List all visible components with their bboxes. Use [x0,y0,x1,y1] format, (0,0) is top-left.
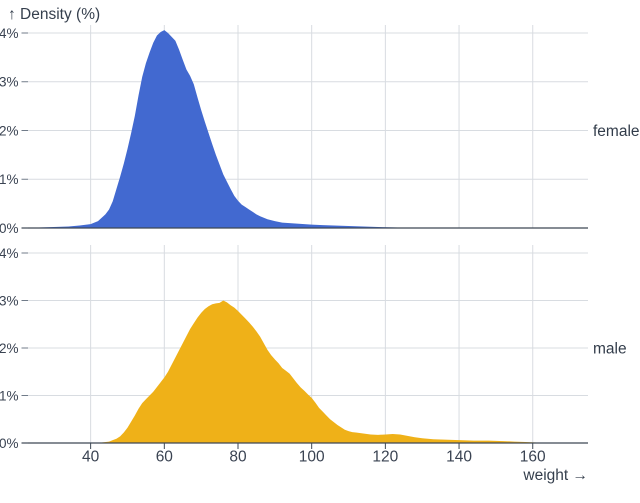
x-tick-label: 140 [446,449,472,466]
x-tick-label: 120 [372,449,398,466]
density-area-female [28,30,437,228]
y-tick-label: 3% [0,75,19,90]
y-tick-label: 0% [0,221,19,236]
facet-male: 0% 1% 2% 3% 4% [0,245,588,451]
y-axis-title: ↑ Density (%) [8,6,100,23]
y-tick-label: 3% [0,293,19,308]
facet-label-female: female [593,123,640,140]
x-tick-label: 40 [82,449,100,466]
density-area-male [90,300,548,443]
y-tick-label: 4% [0,26,19,41]
x-tick-label: 80 [229,449,247,466]
facet-label-male: male [593,341,627,358]
y-tick-label: 2% [0,123,19,138]
y-tick-label: 0% [0,436,19,451]
plot-layers: 0% 1% 2% 3% 4% 0% 1% 2% 3% 4% 40 60 80 100 120 140 160 [0,25,588,466]
y-tick-label: 4% [0,246,19,261]
facet-female: 0% 1% 2% 3% 4% [0,25,588,236]
x-axis-title: weight → [522,467,588,484]
y-tick-label: 1% [0,388,19,403]
x-tick-label: 100 [299,449,325,466]
x-tick-label: 60 [156,449,174,466]
y-tick-label: 1% [0,172,19,187]
y-tick-label: 2% [0,341,19,356]
x-tick-label: 160 [520,449,546,466]
